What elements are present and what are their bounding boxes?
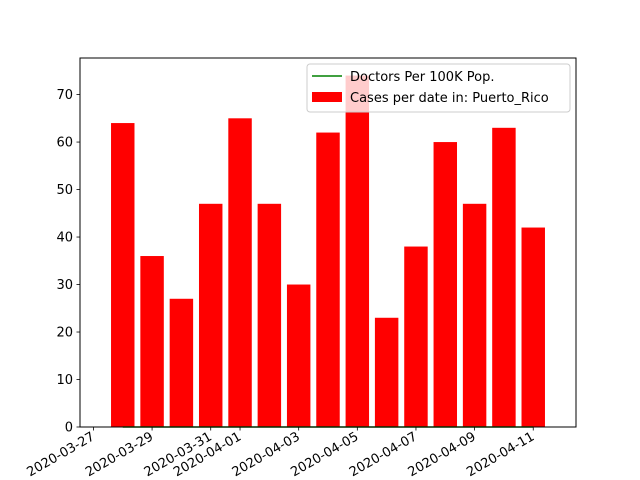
bar	[140, 256, 164, 427]
bar	[169, 298, 194, 427]
legend-label: Doctors Per 100K Pop.	[350, 70, 494, 85]
bar	[404, 246, 428, 427]
legend-box	[306, 63, 571, 113]
bar	[374, 317, 399, 427]
y-tick-label: 50	[56, 183, 73, 198]
legend: Doctors Per 100K Pop. Cases per date in: …	[306, 63, 571, 113]
axes-layer	[79, 57, 577, 428]
y-tick-label: 70	[56, 88, 73, 103]
bar	[316, 132, 340, 427]
bar	[345, 75, 370, 427]
bars-layer	[111, 75, 545, 427]
x-axis: 2020-03-272020-03-292020-03-312020-04-01…	[24, 427, 537, 480]
y-axis: 0 10 20 30 40 50 60 70	[56, 88, 80, 436]
bar	[521, 227, 545, 427]
bar	[257, 203, 282, 427]
bar	[198, 203, 223, 427]
y-tick-label: 20	[56, 326, 73, 341]
bar	[492, 127, 516, 427]
plot-frame	[79, 57, 577, 428]
y-tick-label: 10	[56, 373, 73, 388]
legend-bar-swatch	[312, 92, 342, 102]
bar	[286, 284, 311, 427]
bar	[433, 142, 458, 427]
y-tick-label: 0	[65, 421, 73, 436]
y-tick-label: 30	[56, 278, 73, 293]
bar	[111, 123, 135, 427]
legend-label: Cases per date in: Puerto_Rico	[350, 91, 549, 106]
bar	[228, 118, 252, 427]
y-tick-label: 60	[56, 136, 73, 151]
bar	[462, 203, 487, 427]
y-tick-label: 40	[56, 231, 73, 246]
